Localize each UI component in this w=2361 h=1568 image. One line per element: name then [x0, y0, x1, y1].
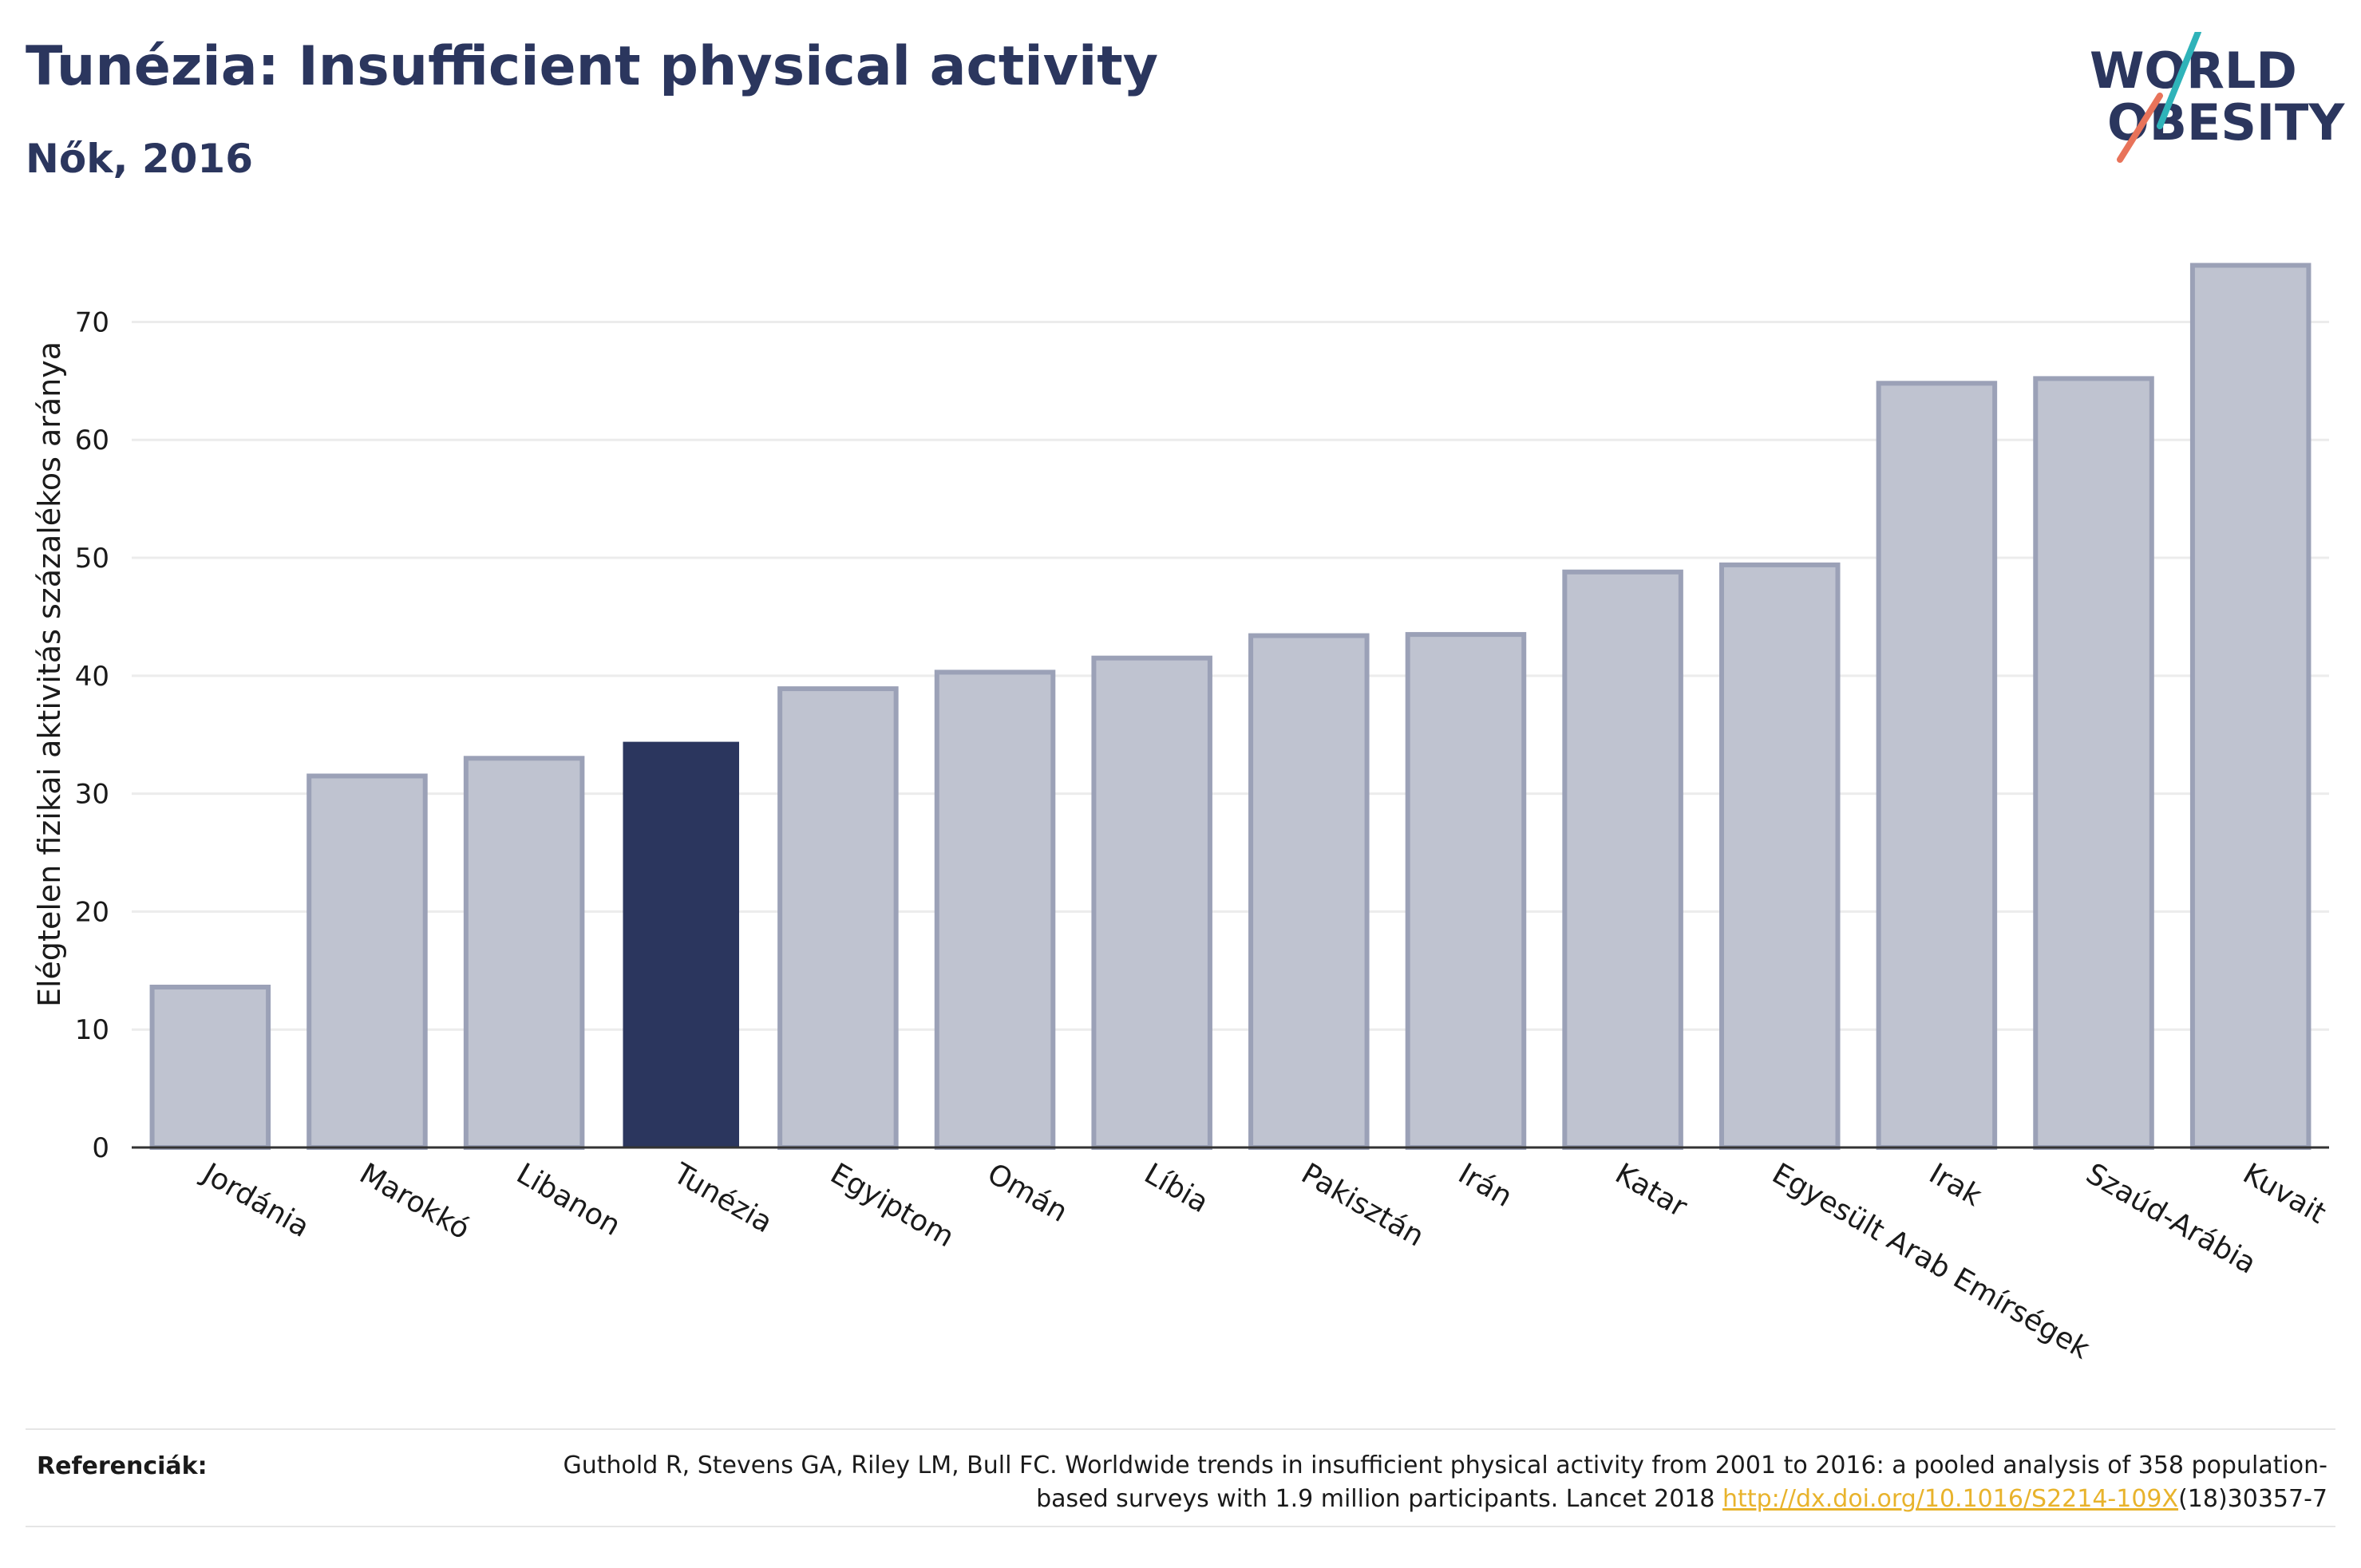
y-tick-label: 70: [75, 306, 109, 338]
bar-2: [463, 756, 585, 1150]
chart-subtitle: Nők, 2016: [26, 136, 254, 182]
bar-5: [934, 669, 1056, 1150]
bar-11: [1876, 381, 1998, 1150]
x-tick-label: Marokkó: [354, 1157, 475, 1246]
x-tick-label: Jordánia: [196, 1156, 314, 1244]
y-tick-label: 30: [75, 779, 109, 811]
references-label: Referenciák:: [37, 1452, 208, 1480]
bar-chart: 0 10 20 30 40 50 60 70 Jordánia Marokkó Libanon Tun…: [75, 263, 2331, 1366]
world-obesity-logo: WORLD OBESITY: [2090, 32, 2345, 163]
bar-8: [1405, 632, 1527, 1150]
bar-6: [1091, 655, 1212, 1150]
x-tick-label: Libanon: [511, 1157, 626, 1242]
reference-citation: Guthold R, Stevens GA, Riley LM, Bull FC…: [563, 1451, 2327, 1513]
y-tick-label: 10: [75, 1014, 109, 1046]
y-tick-label: 60: [75, 425, 109, 456]
bar-13: [2189, 263, 2312, 1150]
x-tick-label: Pakisztán: [1295, 1157, 1429, 1253]
x-tick-label: Omán: [982, 1157, 1073, 1229]
x-tick-label: Líbia: [1139, 1157, 1214, 1219]
y-axis-label: Elégtelen fizikai aktivitás százalékos a…: [32, 341, 67, 1008]
logo-slash-coral: [2117, 93, 2163, 163]
y-tick-label: 20: [75, 896, 109, 928]
bar-7: [1248, 633, 1370, 1150]
x-tick-label: Szaúd-Arábia: [2081, 1157, 2262, 1281]
y-tick-label: 40: [75, 661, 109, 693]
references-section: Referenciák: Guthold R, Stevens GA, Rile…: [26, 1428, 2335, 1527]
x-tick-label: Irán: [1453, 1157, 1517, 1214]
x-tick-label: Tunézia: [667, 1157, 778, 1240]
x-tick-label: Kuvait: [2237, 1157, 2331, 1230]
x-tick-label: Katar: [1610, 1157, 1693, 1224]
bar-3: [623, 741, 740, 1147]
x-tick-label: Irak: [1924, 1157, 1987, 1213]
y-tick-label: 50: [75, 543, 109, 575]
reference-suffix: (18)30357-7: [2178, 1485, 2327, 1513]
bar-1: [306, 773, 428, 1150]
bar-12: [2033, 376, 2154, 1151]
bar-10: [1718, 562, 1841, 1150]
y-tick-label: 0: [92, 1132, 109, 1164]
x-tick-label: Egyiptom: [825, 1157, 959, 1254]
logo-slash-teal: [2157, 32, 2201, 129]
bar-9: [1562, 569, 1683, 1150]
reference-doi-link[interactable]: http://dx.doi.org/10.1016/S2214-109X: [1722, 1485, 2179, 1513]
bar-4: [777, 686, 899, 1150]
chart-title: Tunézia: Insufficient physical activity: [26, 35, 1159, 98]
bar-0: [149, 985, 271, 1150]
references-text: Guthold R, Stevens GA, Riley LM, Bull FC…: [492, 1449, 2327, 1516]
